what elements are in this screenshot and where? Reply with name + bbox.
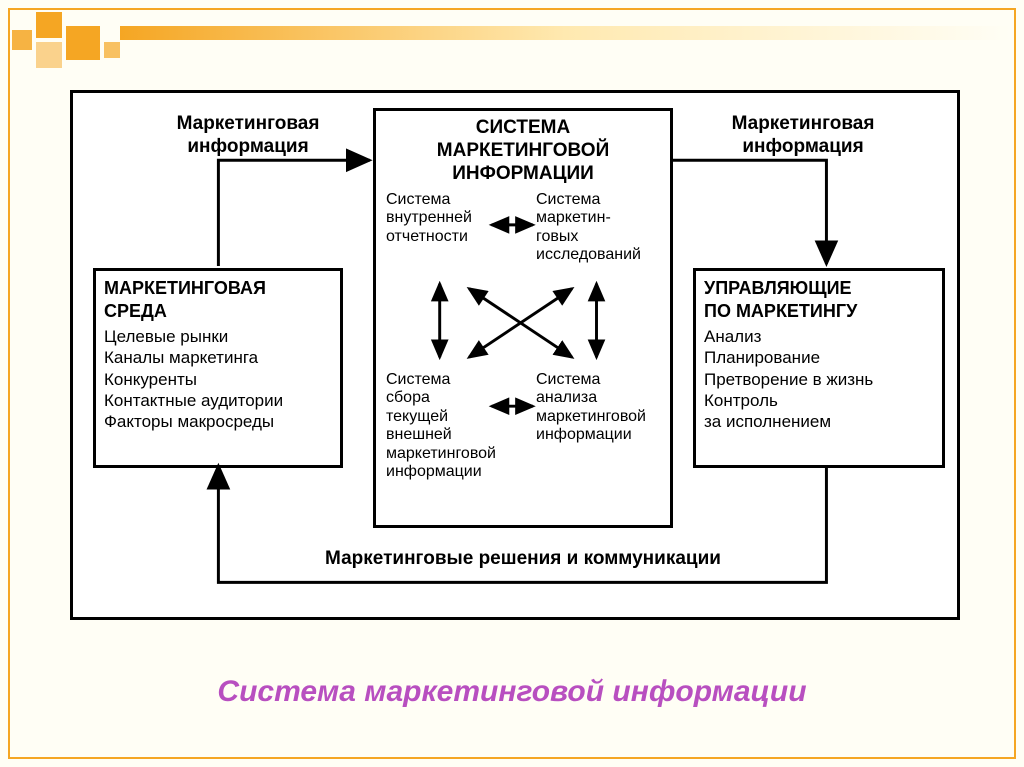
right-box-title: УПРАВЛЯЮЩИЕ ПО МАРКЕТИНГУ: [704, 277, 934, 322]
subsystem-analysis: Система анализа маркетинговой информации: [536, 371, 666, 445]
corner-decoration: [12, 12, 122, 72]
subsystem-internal-reporting: Система внутренней отчетности: [386, 191, 516, 246]
right-box-items: Анализ Планирование Претворение в жизнь …: [704, 326, 934, 432]
label-marketing-info-right: Маркетинговая информация: [693, 113, 913, 159]
subsystem-external-collection: Система сбора текущей внешней маркетинго…: [386, 371, 516, 481]
left-box-items: Целевые рынки Каналы маркетинга Конкурен…: [104, 326, 332, 432]
label-marketing-info-left: Маркетинговая информация: [143, 113, 353, 159]
subsystem-marketing-research: Система маркетин- говых исследований: [536, 191, 666, 265]
header-gradient: [120, 26, 1010, 40]
left-box-title: МАРКЕТИНГОВАЯ СРЕДА: [104, 277, 332, 322]
slide-caption: Система маркетинговой информации: [0, 675, 1024, 709]
diagram-outer-box: Маркетинговая информация Маркетинговая и…: [70, 90, 960, 620]
box-marketing-info-system: СИСТЕМА МАРКЕТИНГОВОЙ ИНФОРМАЦИИ Система…: [373, 108, 673, 528]
center-box-title: СИСТЕМА МАРКЕТИНГОВОЙ ИНФОРМАЦИИ: [384, 117, 662, 185]
box-marketing-environment: МАРКЕТИНГОВАЯ СРЕДА Целевые рынки Каналы…: [93, 268, 343, 468]
label-marketing-decisions: Маркетинговые решения и коммуникации: [273, 548, 773, 571]
box-marketing-managers: УПРАВЛЯЮЩИЕ ПО МАРКЕТИНГУ Анализ Планиро…: [693, 268, 945, 468]
